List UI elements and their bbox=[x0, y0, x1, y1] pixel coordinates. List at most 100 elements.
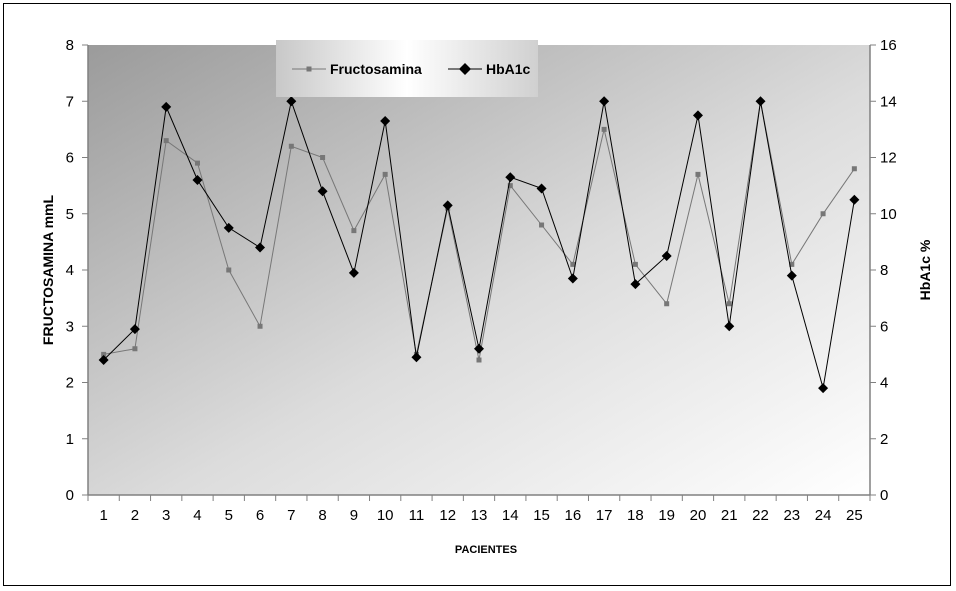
x-tick-label: 21 bbox=[721, 507, 738, 524]
point-hba1c bbox=[786, 270, 797, 281]
point-fructosamina bbox=[726, 301, 732, 307]
point-hba1c bbox=[630, 279, 641, 290]
point-hba1c bbox=[286, 96, 297, 107]
legend-label-hba1c: HbA1c bbox=[486, 61, 531, 77]
x-tick-label: 14 bbox=[502, 507, 519, 524]
point-hba1c bbox=[98, 355, 109, 365]
x-tick-label: 19 bbox=[658, 507, 675, 524]
point-fructosamina bbox=[664, 301, 670, 307]
point-hba1c bbox=[255, 242, 266, 253]
point-hba1c bbox=[317, 186, 328, 197]
point-hba1c bbox=[724, 321, 735, 332]
x-tick-label: 15 bbox=[533, 507, 550, 524]
y-tick-label: 1 bbox=[66, 431, 74, 448]
point-fructosamina bbox=[101, 351, 107, 357]
legend-label-fructosamina: Fructosamina bbox=[330, 61, 422, 77]
point-hba1c bbox=[536, 183, 547, 194]
point-hba1c bbox=[161, 101, 172, 112]
y-tick-label: 7 bbox=[66, 93, 74, 110]
point-hba1c bbox=[692, 110, 703, 121]
y-tick-label: 8 bbox=[66, 37, 74, 54]
point-fructosamina bbox=[132, 346, 138, 352]
x-tick-label: 2 bbox=[131, 507, 139, 524]
y2-tick-label: 14 bbox=[880, 93, 897, 110]
point-fructosamina bbox=[351, 228, 357, 234]
series-layer bbox=[98, 96, 860, 394]
point-fructosamina bbox=[226, 267, 232, 273]
point-hba1c bbox=[223, 222, 234, 233]
x-tick-label: 23 bbox=[783, 507, 800, 524]
y-tick-label: 6 bbox=[66, 150, 74, 167]
y-tick-label: 0 bbox=[66, 487, 74, 504]
x-tick-label: 25 bbox=[846, 507, 863, 524]
x-tick-label: 16 bbox=[564, 507, 581, 524]
point-fructosamina bbox=[820, 211, 826, 217]
legend-marker-hba1c bbox=[459, 63, 471, 75]
x-tick-label: 13 bbox=[471, 507, 488, 524]
point-hba1c bbox=[755, 96, 766, 107]
point-hba1c bbox=[380, 115, 391, 126]
y2-tick-label: 6 bbox=[880, 318, 888, 335]
point-fructosamina bbox=[507, 183, 513, 189]
x-tick-label: 24 bbox=[815, 507, 832, 524]
x-tick-label: 22 bbox=[752, 507, 769, 524]
x-tick-label: 9 bbox=[350, 507, 358, 524]
point-fructosamina bbox=[632, 261, 638, 267]
legend: Fructosamina HbA1c bbox=[276, 40, 538, 97]
point-fructosamina bbox=[257, 323, 263, 329]
point-hba1c bbox=[348, 267, 359, 278]
point-fructosamina bbox=[194, 160, 200, 166]
point-fructosamina bbox=[789, 261, 795, 267]
point-hba1c bbox=[474, 343, 484, 354]
x-tick-label: 18 bbox=[627, 507, 644, 524]
point-fructosamina bbox=[163, 138, 169, 144]
point-hba1c bbox=[661, 250, 672, 261]
point-fructosamina bbox=[570, 261, 576, 267]
point-fructosamina bbox=[539, 222, 545, 228]
point-fructosamina bbox=[695, 171, 701, 177]
x-tick-label: 8 bbox=[318, 507, 326, 524]
point-hba1c bbox=[599, 96, 610, 107]
x-tick-label: 17 bbox=[596, 507, 613, 524]
y-tick-label: 5 bbox=[66, 206, 74, 223]
y-tick-label: 2 bbox=[66, 375, 74, 392]
x-tick-label: 3 bbox=[162, 507, 170, 524]
y2-tick-label: 8 bbox=[880, 262, 888, 279]
y-tick-label: 3 bbox=[66, 318, 74, 335]
y-axis-title: FRUCTOSAMINA mmL bbox=[40, 195, 56, 346]
x-axis-title: PACIENTES bbox=[455, 544, 517, 556]
point-fructosamina bbox=[601, 126, 607, 132]
y2-tick-label: 16 bbox=[880, 37, 897, 54]
plot-area bbox=[88, 45, 870, 495]
point-hba1c bbox=[567, 273, 578, 284]
y-tick-label: 4 bbox=[66, 262, 74, 279]
point-fructosamina bbox=[288, 143, 294, 149]
point-hba1c bbox=[129, 324, 140, 335]
y2-tick-label: 10 bbox=[880, 206, 897, 223]
x-tick-label: 1 bbox=[99, 507, 107, 524]
point-fructosamina bbox=[320, 155, 326, 160]
point-hba1c bbox=[192, 175, 203, 185]
y2-tick-label: 2 bbox=[880, 431, 888, 448]
point-hba1c bbox=[505, 172, 516, 183]
y2-tick-label: 4 bbox=[880, 375, 888, 392]
point-fructosamina bbox=[476, 357, 482, 363]
x-tick-label: 20 bbox=[690, 507, 707, 524]
legend-marker-fructosamina bbox=[306, 66, 312, 72]
point-hba1c bbox=[849, 194, 860, 205]
x-tick-label: 5 bbox=[225, 507, 233, 524]
x-tick-label: 10 bbox=[377, 507, 394, 524]
point-hba1c bbox=[818, 383, 829, 394]
point-fructosamina bbox=[851, 166, 857, 172]
point-hba1c bbox=[411, 352, 422, 363]
x-tick-label: 6 bbox=[256, 507, 264, 524]
x-tick-label: 4 bbox=[193, 507, 201, 524]
x-tick-label: 12 bbox=[439, 507, 456, 524]
y2-axis-title: HbA1c % bbox=[917, 239, 933, 300]
y2-tick-label: 12 bbox=[880, 150, 897, 167]
x-tick-label: 7 bbox=[287, 507, 295, 524]
point-fructosamina bbox=[382, 171, 388, 177]
point-hba1c bbox=[442, 200, 453, 211]
